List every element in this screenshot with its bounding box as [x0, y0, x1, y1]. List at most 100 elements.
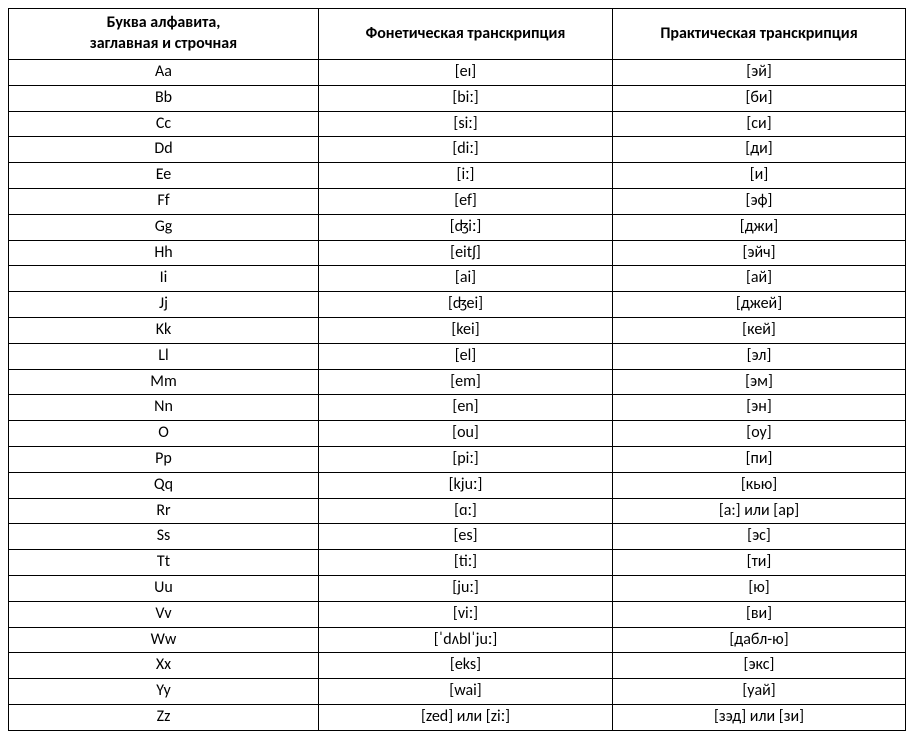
table-row: Ss[es][эс]	[9, 524, 906, 550]
cell-phonetic: [wai]	[319, 679, 613, 705]
cell-practical: [эф]	[613, 188, 906, 214]
cell-practical: [оу]	[613, 421, 906, 447]
cell-phonetic: [ʤei]	[319, 292, 613, 318]
table-header: Буква алфавита,заглавная и строчная Фоне…	[9, 9, 906, 60]
cell-letter: Cc	[9, 111, 319, 137]
table-row: Gg[ʤiː][джи]	[9, 214, 906, 240]
alphabet-table: Буква алфавита,заглавная и строчная Фоне…	[8, 8, 906, 731]
cell-letter: Aa	[9, 60, 319, 86]
cell-letter: Vv	[9, 601, 319, 627]
cell-practical: [би]	[613, 85, 906, 111]
cell-phonetic: [ef]	[319, 188, 613, 214]
cell-practical: [эн]	[613, 395, 906, 421]
col-header-letter: Буква алфавита,заглавная и строчная	[9, 9, 319, 60]
cell-phonetic: [piː]	[319, 446, 613, 472]
cell-letter: Ww	[9, 627, 319, 653]
cell-phonetic: [siː]	[319, 111, 613, 137]
cell-practical: [си]	[613, 111, 906, 137]
cell-letter: Pp	[9, 446, 319, 472]
table-row: Ee[iː][и]	[9, 163, 906, 189]
cell-letter: Kk	[9, 317, 319, 343]
table-body: Aa[eɪ][эй]Bb[biː][би]Cc[siː][си]Dd[diː][…	[9, 60, 906, 731]
cell-letter: Dd	[9, 137, 319, 163]
cell-phonetic: [viː]	[319, 601, 613, 627]
cell-phonetic: [ai]	[319, 266, 613, 292]
cell-practical: [эй]	[613, 60, 906, 86]
cell-letter: Ff	[9, 188, 319, 214]
table-row: Jj[ʤei][джей]	[9, 292, 906, 318]
cell-letter: O	[9, 421, 319, 447]
cell-letter: Hh	[9, 240, 319, 266]
cell-practical: [эс]	[613, 524, 906, 550]
cell-practical: [пи]	[613, 446, 906, 472]
table-row: Ll[el][эл]	[9, 343, 906, 369]
cell-phonetic: [el]	[319, 343, 613, 369]
cell-phonetic: [juː]	[319, 575, 613, 601]
table-row: Xx[eks][экс]	[9, 653, 906, 679]
col-header-practical: Практическая транскрипция	[613, 9, 906, 60]
cell-practical: [кью]	[613, 472, 906, 498]
cell-letter: Yy	[9, 679, 319, 705]
table-row: Uu[juː][ю]	[9, 575, 906, 601]
table-row: Vv[viː][ви]	[9, 601, 906, 627]
cell-practical: [эл]	[613, 343, 906, 369]
table-row: Ww[ˈdʌblˈjuː][дабл-ю]	[9, 627, 906, 653]
table-row: Ff[ef][эф]	[9, 188, 906, 214]
cell-phonetic: [iː]	[319, 163, 613, 189]
cell-letter: Rr	[9, 498, 319, 524]
cell-practical: [ти]	[613, 550, 906, 576]
cell-practical: [и]	[613, 163, 906, 189]
cell-phonetic: [es]	[319, 524, 613, 550]
cell-letter: Nn	[9, 395, 319, 421]
cell-practical: [кей]	[613, 317, 906, 343]
cell-letter: Mm	[9, 369, 319, 395]
cell-phonetic: [en]	[319, 395, 613, 421]
table-row: Qq[kjuː][кью]	[9, 472, 906, 498]
cell-letter: Xx	[9, 653, 319, 679]
cell-letter: Jj	[9, 292, 319, 318]
cell-letter: Ll	[9, 343, 319, 369]
cell-phonetic: [eks]	[319, 653, 613, 679]
cell-practical: [зэд] или [зи]	[613, 704, 906, 730]
header-row: Буква алфавита,заглавная и строчная Фоне…	[9, 9, 906, 60]
table-row: O[ou][оу]	[9, 421, 906, 447]
table-row: Dd[diː][ди]	[9, 137, 906, 163]
cell-practical: [а:] или [ар]	[613, 498, 906, 524]
table-row: Zz[zed] или [ziː][зэд] или [зи]	[9, 704, 906, 730]
table-row: Aa[eɪ][эй]	[9, 60, 906, 86]
cell-letter: Uu	[9, 575, 319, 601]
cell-practical: [джи]	[613, 214, 906, 240]
cell-letter: Ss	[9, 524, 319, 550]
table-row: Hh[eitʃ][эйч]	[9, 240, 906, 266]
cell-phonetic: [kei]	[319, 317, 613, 343]
cell-practical: [дабл-ю]	[613, 627, 906, 653]
table-row: Tt[tiː][ти]	[9, 550, 906, 576]
cell-practical: [джей]	[613, 292, 906, 318]
cell-phonetic: [kjuː]	[319, 472, 613, 498]
cell-practical: [эйч]	[613, 240, 906, 266]
table-row: Nn[en][эн]	[9, 395, 906, 421]
cell-practical: [экс]	[613, 653, 906, 679]
table-row: Yy[wai][уай]	[9, 679, 906, 705]
cell-practical: [уай]	[613, 679, 906, 705]
cell-phonetic: [zed] или [ziː]	[319, 704, 613, 730]
table-row: Rr[ɑː][а:] или [ар]	[9, 498, 906, 524]
table-row: Pp[piː][пи]	[9, 446, 906, 472]
cell-phonetic: [eitʃ]	[319, 240, 613, 266]
table-row: Bb[biː][би]	[9, 85, 906, 111]
cell-letter: Zz	[9, 704, 319, 730]
cell-letter: Qq	[9, 472, 319, 498]
cell-letter: Ee	[9, 163, 319, 189]
cell-phonetic: [eɪ]	[319, 60, 613, 86]
table-row: Cc[siː][си]	[9, 111, 906, 137]
table-row: Mm[em][эм]	[9, 369, 906, 395]
col-header-phonetic: Фонетическая транскрипция	[319, 9, 613, 60]
cell-phonetic: [ˈdʌblˈjuː]	[319, 627, 613, 653]
cell-letter: Bb	[9, 85, 319, 111]
cell-practical: [эм]	[613, 369, 906, 395]
cell-phonetic: [em]	[319, 369, 613, 395]
cell-practical: [ай]	[613, 266, 906, 292]
cell-phonetic: [ʤiː]	[319, 214, 613, 240]
cell-phonetic: [diː]	[319, 137, 613, 163]
cell-phonetic: [biː]	[319, 85, 613, 111]
